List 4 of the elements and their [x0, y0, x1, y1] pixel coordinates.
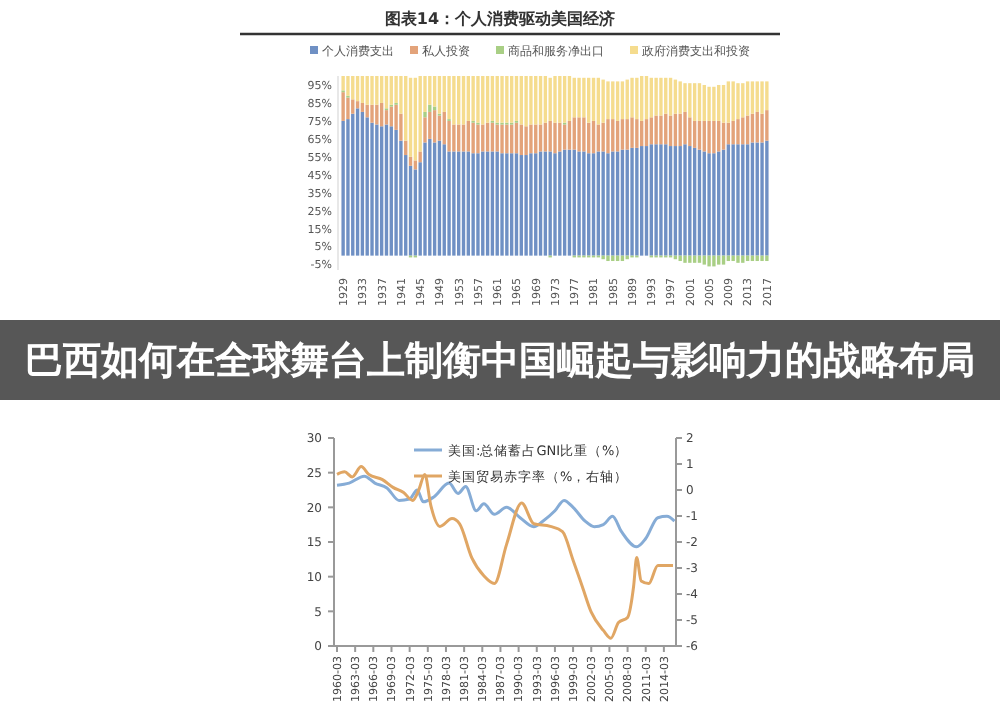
line-series — [335, 474, 676, 549]
chart-title: 图表14：个人消费驱动美国经济 — [384, 8, 616, 28]
line-series — [335, 465, 675, 640]
text: 巴西如何在全球舞台上制衡中国崛起与影响力的战略布局 — [25, 339, 975, 384]
